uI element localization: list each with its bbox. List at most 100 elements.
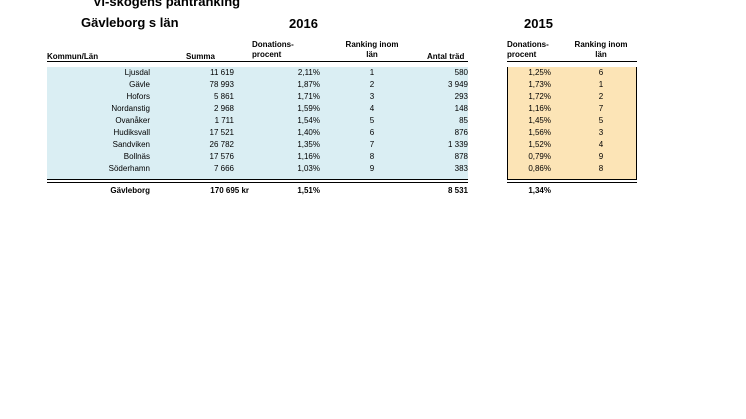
- table-row: Hofors 5 861 1,71% 3 293 1,72% 2: [0, 92, 746, 101]
- total-procent: 1,51%: [297, 186, 320, 195]
- total-prev-procent: 1,34%: [528, 186, 551, 195]
- header-prev-ranking-line2: län: [595, 50, 607, 59]
- cell-prev-ranking: 1: [598, 80, 604, 89]
- table-fill-2015: [507, 67, 637, 179]
- cell-procent: 1,40%: [297, 128, 320, 137]
- cell-kommun: Hudiksvall: [113, 128, 150, 137]
- cell-ranking: 4: [369, 104, 375, 113]
- table-row: Söderhamn 7 666 1,03% 9 383 0,86% 8: [0, 164, 746, 173]
- header-kommun: Kommun/Län: [47, 52, 99, 61]
- total-summa: 170 695 kr: [210, 186, 249, 195]
- total-rule-bottom-2015: [507, 182, 637, 183]
- cell-procent: 1,71%: [297, 92, 320, 101]
- header-donation-line1: Donations-: [252, 40, 294, 49]
- header-prev-donation-line1: Donations-: [507, 40, 549, 49]
- cell-antal: 148: [454, 104, 468, 113]
- table-row: Bollnäs 17 576 1,16% 8 878 0,79% 9: [0, 152, 746, 161]
- cell-prev-ranking: 6: [598, 68, 604, 77]
- cell-antal: 1 339: [447, 140, 468, 149]
- cell-summa: 5 861: [213, 92, 234, 101]
- header-antal: Antal träd: [427, 52, 465, 61]
- cell-summa: 17 521: [209, 128, 234, 137]
- cell-ranking: 9: [369, 164, 375, 173]
- cell-procent: 1,35%: [297, 140, 320, 149]
- cell-summa: 7 666: [213, 164, 234, 173]
- cell-prev-procent: 1,25%: [528, 68, 551, 77]
- border-2015-left: [507, 67, 508, 179]
- cell-procent: 1,54%: [297, 116, 320, 125]
- cell-antal: 293: [454, 92, 468, 101]
- header-summa: Summa: [186, 52, 215, 61]
- cell-prev-ranking: 8: [598, 164, 604, 173]
- cell-procent: 2,11%: [297, 68, 320, 77]
- header-prev-ranking-line1: Ranking inom: [574, 40, 628, 49]
- cell-summa: 1 711: [214, 116, 234, 125]
- cell-antal: 85: [459, 116, 468, 125]
- cell-prev-ranking: 7: [598, 104, 604, 113]
- header-underline-2015: [507, 61, 637, 62]
- cell-prev-ranking: 4: [598, 140, 604, 149]
- cell-summa: 11 619: [210, 68, 234, 77]
- total-antal: 8 531: [447, 186, 468, 195]
- cell-prev-procent: 1,16%: [528, 104, 551, 113]
- cell-prev-ranking: 5: [598, 116, 604, 125]
- cell-prev-procent: 1,72%: [528, 92, 551, 101]
- cell-antal: 580: [454, 68, 468, 77]
- cell-kommun: Sandviken: [112, 140, 150, 149]
- cell-antal: 383: [454, 164, 468, 173]
- total-rule-bottom-2016: [47, 182, 468, 183]
- table-row: Nordanstig 2 968 1,59% 4 148 1,16% 7: [0, 104, 746, 113]
- total-rule-top-2015: [507, 179, 637, 180]
- cell-ranking: 2: [369, 80, 375, 89]
- cell-prev-procent: 1,56%: [528, 128, 551, 137]
- border-2015-right: [636, 67, 637, 179]
- table-row: Ovanåker 1 711 1,54% 5 85 1,45% 5: [0, 116, 746, 125]
- cell-prev-ranking: 9: [598, 152, 604, 161]
- cell-ranking: 7: [369, 140, 375, 149]
- cell-antal: 3 949: [447, 80, 468, 89]
- cell-procent: 1,87%: [297, 80, 320, 89]
- total-row: Gävleborg 170 695 kr 1,51% 8 531 1,34%: [0, 186, 746, 195]
- cell-summa: 26 782: [209, 140, 234, 149]
- header-ranking-line1: Ranking inom: [345, 40, 399, 49]
- cell-procent: 1,59%: [297, 104, 320, 113]
- cell-summa: 78 993: [209, 80, 234, 89]
- table-row: Sandviken 26 782 1,35% 7 1 339 1,52% 4: [0, 140, 746, 149]
- cell-ranking: 8: [369, 152, 375, 161]
- header-ranking-line2: län: [366, 50, 378, 59]
- cell-procent: 1,16%: [297, 152, 320, 161]
- year-2016-heading: 2016: [289, 16, 318, 31]
- table-row: Ljusdal 11 619 2,11% 1 580 1,25% 6: [0, 68, 746, 77]
- cell-summa: 17 576: [209, 152, 234, 161]
- cell-kommun: Bollnäs: [123, 152, 150, 161]
- cell-antal: 876: [454, 128, 468, 137]
- cell-procent: 1,03%: [297, 164, 320, 173]
- cell-summa: 2 968: [213, 104, 234, 113]
- total-rule-top-2016: [47, 179, 468, 180]
- cell-kommun: Gävle: [129, 80, 150, 89]
- cell-prev-procent: 0,79%: [528, 152, 551, 161]
- report-title: Vi-skogens pantranking: [93, 0, 241, 9]
- cell-kommun: Ljusdal: [124, 68, 150, 77]
- cell-prev-procent: 1,73%: [528, 80, 551, 89]
- cell-antal: 878: [454, 152, 468, 161]
- cell-ranking: 3: [369, 92, 375, 101]
- header-donation-line2: procent: [252, 50, 282, 59]
- cell-ranking: 5: [369, 116, 375, 125]
- table-fill-2016: [47, 67, 468, 179]
- cell-prev-ranking: 2: [598, 92, 604, 101]
- header-prev-donation-line2: procent: [507, 50, 537, 59]
- region-title: Gävleborg s län: [81, 15, 179, 30]
- header-underline-2016: [47, 61, 468, 62]
- table-row: Hudiksvall 17 521 1,40% 6 876 1,56% 3: [0, 128, 746, 137]
- cell-ranking: 1: [369, 68, 375, 77]
- cell-kommun: Söderhamn: [108, 164, 150, 173]
- cell-kommun: Nordanstig: [111, 104, 150, 113]
- cell-prev-procent: 0,86%: [528, 164, 551, 173]
- cell-kommun: Hofors: [126, 92, 150, 101]
- cell-prev-ranking: 3: [598, 128, 604, 137]
- table-row: Gävle 78 993 1,87% 2 3 949 1,73% 1: [0, 80, 746, 89]
- year-2015-heading: 2015: [524, 16, 553, 31]
- cell-kommun: Ovanåker: [115, 116, 150, 125]
- cell-ranking: 6: [369, 128, 375, 137]
